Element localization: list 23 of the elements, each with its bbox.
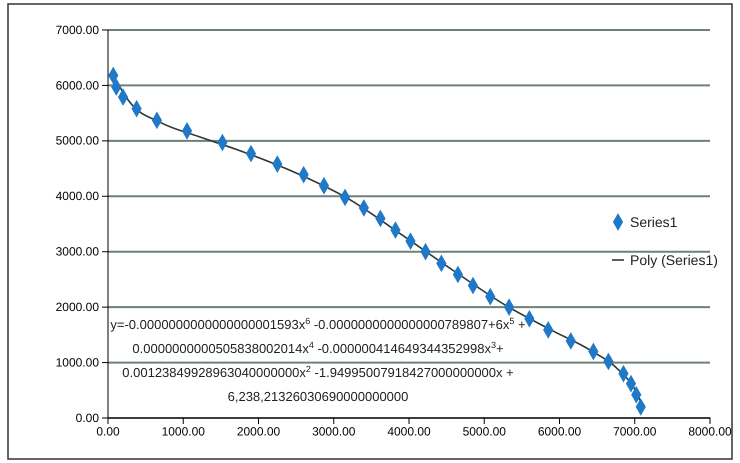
annotation: 6,238,21326030690000000000 <box>228 389 408 404</box>
y-tick-label: 7000.00 <box>56 22 100 37</box>
x-tick-label: 3000.00 <box>312 424 356 439</box>
annotation: 0.00123849928963040000000x$^{2}$ -1.94995007918427000000000x + <box>122 364 514 380</box>
annotation: 0.0000000000505838002014x$^{4}$ -0.000000414649344352998x$^{3}$+ <box>132 340 504 356</box>
legend-label: Series1 <box>630 214 678 230</box>
x-tick-label: 2000.00 <box>236 424 281 439</box>
x-tick-label: 7000.00 <box>613 424 657 439</box>
x-tick-label: 1000.00 <box>162 424 206 439</box>
x-tick-label: 8000.00 <box>688 424 732 439</box>
legend-label: Poly (Series1) <box>630 252 718 268</box>
y-tick-label: 3000.00 <box>56 244 100 259</box>
x-tick-label: 0.00 <box>96 424 120 439</box>
y-tick-label: 2000.00 <box>56 300 100 314</box>
y-tick-label: 6000.00 <box>56 78 100 92</box>
y-tick-label: 4000.00 <box>56 189 100 204</box>
x-tick-label: 4000.00 <box>387 424 432 439</box>
annotation: y=-0.0000000000000000001593x$^{6}$ -0.0000000000000000789807+6x$^{5}$ + <box>110 316 526 332</box>
x-tick-label: 6000.00 <box>538 424 582 439</box>
x-tick-label: 5000.00 <box>462 424 506 439</box>
y-tick-label: 5000.00 <box>56 134 100 148</box>
y-tick-label: 1000.00 <box>56 355 100 370</box>
y-tick-label: 0.00 <box>76 410 100 425</box>
